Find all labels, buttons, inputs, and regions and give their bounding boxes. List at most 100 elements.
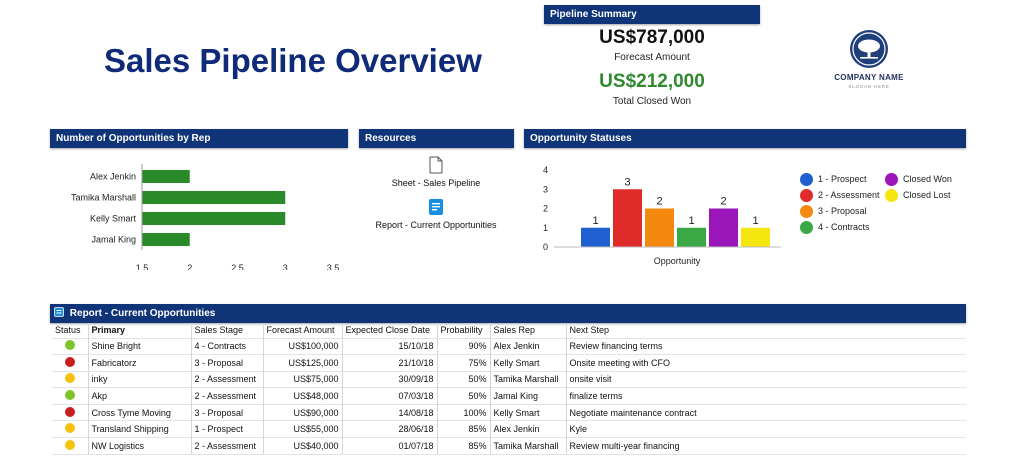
table-row[interactable]: Shine Bright 4 - Contracts US$100,000 15/10… [52,337,966,355]
cell-status [52,387,88,405]
status-bar [645,208,674,247]
rep-bar [142,212,286,225]
rep-tick-label: 2.5 [231,263,244,270]
cell-forecast-amount: US$125,000 [262,354,342,372]
table-row[interactable]: Cross Tyme Moving 3 - Proposal US$90,000 14… [52,403,966,421]
cell-primary: Shine Bright [87,337,191,355]
legend-item: Closed Won [885,173,952,186]
cell-expected-close-date: 21/10/18 [341,354,437,372]
rep-label: Jamal King [91,235,136,245]
column-sales-stage[interactable]: Sales Stage [190,323,263,338]
forecast-label: Forecast Amount [614,52,690,63]
company-slogan: SLOGAN HERE [848,84,890,89]
cell-forecast-amount: US$90,000 [262,403,342,421]
opps-by-rep-header: Number of Opportunities by Rep [50,129,348,148]
sheet-icon [429,156,443,174]
cell-primary: Cross Tyme Moving [87,403,191,421]
report-header: Report - Current Opportunities [50,304,966,323]
cell-forecast-amount: US$55,000 [262,420,342,438]
cell-forecast-amount: US$75,000 [262,370,342,388]
cell-sales-rep: Jamal King [489,387,566,405]
cell-primary: inky [87,370,191,388]
legend-swatch-icon [800,173,813,186]
status-dot-icon [64,356,75,367]
page-title: Sales Pipeline Overview [104,42,482,79]
cell-status [52,403,88,421]
rep-label: Tamika Marshall [71,193,136,203]
rep-tick-label: 3.5 [327,263,340,270]
cell-probability: 90% [436,337,490,355]
cell-expected-close-date: 07/03/18 [341,387,437,405]
cell-status [52,437,88,455]
cell-expected-close-date: 28/06/18 [341,420,437,438]
cell-primary: Transland Shipping [87,420,191,438]
table-row[interactable]: Akp 2 - Assessment US$48,000 07/03/18 50% Jam… [52,387,966,405]
legend-label: Closed Lost [903,189,951,200]
legend-label: 3 - Proposal [818,205,867,216]
status-data-label: 2 [656,196,662,208]
table-row[interactable]: inky 2 - Assessment US$75,000 30/09/18 50% Ta… [52,370,966,388]
rep-bar [142,233,190,246]
closed-won-label: Total Closed Won [612,96,692,107]
legend-item: 3 - Proposal [800,205,867,218]
pipeline-summary-header: Pipeline Summary [544,5,760,24]
cell-forecast-amount: US$100,000 [262,337,342,355]
cell-sales-stage: 1 - Prospect [190,420,263,438]
opportunity-statuses-header: Opportunity Statuses [524,129,966,148]
opportunity-statuses-chart: 0 1 2 3 4 1 3 2 1 2 1 Opportunity [543,165,781,266]
column-forecast-amount[interactable]: Forecast Amount [262,323,342,338]
status-tick-label: 4 [543,165,548,175]
status-bar [581,227,610,247]
table-row[interactable]: NW Logistics 2 - Assessment US$40,000 01/07… [52,437,966,455]
resource-sheet-sales-pipeline[interactable]: Sheet - Sales Pipeline [360,156,512,188]
cell-expected-close-date: 30/09/18 [341,370,437,388]
status-bar [709,208,738,247]
table-row[interactable]: Fabricatorz 3 - Proposal US$125,000 21/10/1… [52,354,966,372]
cell-sales-stage: 2 - Assessment [190,370,263,388]
column-probability[interactable]: Probability [436,323,490,338]
cell-next-step: onsite visit [565,370,966,388]
cell-probability: 75% [436,354,490,372]
status-tick-label: 0 [543,242,548,252]
cell-sales-rep: Alex Jenkin [489,420,566,438]
status-dot-icon [64,406,75,417]
column-primary[interactable]: Primary [87,323,191,338]
cell-sales-stage: 2 - Assessment [190,387,263,405]
status-tick-label: 2 [543,204,548,214]
cell-status [52,370,88,388]
opps-by-rep-chart: Alex Jenkin Tamika Marshall Kelly Smart Jam… [71,164,340,270]
report-header-label: Report - Current Opportunities [69,308,216,319]
cell-sales-rep: Tamika Marshall [489,370,566,388]
rep-label: Kelly Smart [90,214,137,224]
cell-forecast-amount: US$48,000 [262,387,342,405]
status-bar [677,227,706,247]
status-data-label: 2 [720,196,726,208]
cell-sales-stage: 2 - Assessment [190,437,263,455]
legend-swatch-icon [885,173,898,186]
cell-primary: NW Logistics [87,437,191,455]
rep-label: Alex Jenkin [90,172,136,182]
column-next-step[interactable]: Next Step [565,323,966,338]
legend-swatch-icon [800,221,813,234]
rep-tick-label: 2 [187,263,192,270]
status-x-axis-label: Opportunity [654,256,701,266]
opportunities-table: Status Primary Sales Stage Forecast Amou… [52,323,966,455]
cell-expected-close-date: 01/07/18 [341,437,437,455]
company-name: COMPANY NAME [834,73,904,82]
resource-report-current-opportunities[interactable]: Report - Current Opportunities [360,198,512,230]
column-sales-rep[interactable]: Sales Rep [489,323,566,338]
rep-tick-label: 1.5 [136,263,149,270]
status-data-label: 1 [592,215,598,227]
rep-bar [142,191,286,204]
column-expected-close-date[interactable]: Expected Close Date [341,323,437,338]
cell-probability: 100% [436,403,490,421]
legend-item: 4 - Contracts [800,221,870,234]
cell-next-step: Negotiate maintenance contract [565,403,966,421]
table-row[interactable]: Transland Shipping 1 - Prospect US$55,000 2… [52,420,966,438]
status-bar [613,189,642,247]
cell-sales-stage: 3 - Proposal [190,403,263,421]
status-data-label: 1 [752,215,758,227]
column-status[interactable]: Status [55,325,81,336]
rep-tick-label: 3 [283,263,288,270]
legend-label: Closed Won [903,173,952,184]
